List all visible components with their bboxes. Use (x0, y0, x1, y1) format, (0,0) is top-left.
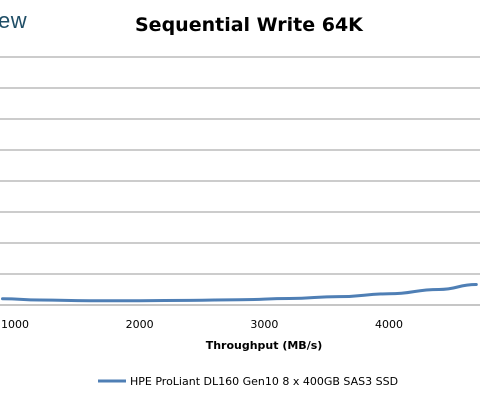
legend-label: HPE ProLiant DL160 Gen10 8 x 400GB SAS3 … (130, 375, 398, 388)
legend: HPE ProLiant DL160 Gen10 8 x 400GB SAS3 … (98, 375, 398, 388)
x-axis-label: Throughput (MB/s) (206, 339, 323, 352)
logo-fragment: ew (0, 8, 28, 33)
x-tick-label: 2000 (126, 318, 154, 331)
x-tick-label: 1000 (1, 318, 29, 331)
series-line (1, 283, 478, 303)
x-tick-label: 4000 (375, 318, 403, 331)
x-tick-labels: 1000 2000 3000 4000 (1, 318, 403, 331)
series-lines (1, 283, 478, 303)
x-tick-label: 3000 (250, 318, 278, 331)
gridlines (0, 56, 480, 306)
chart-title: Sequential Write 64K (135, 14, 363, 36)
